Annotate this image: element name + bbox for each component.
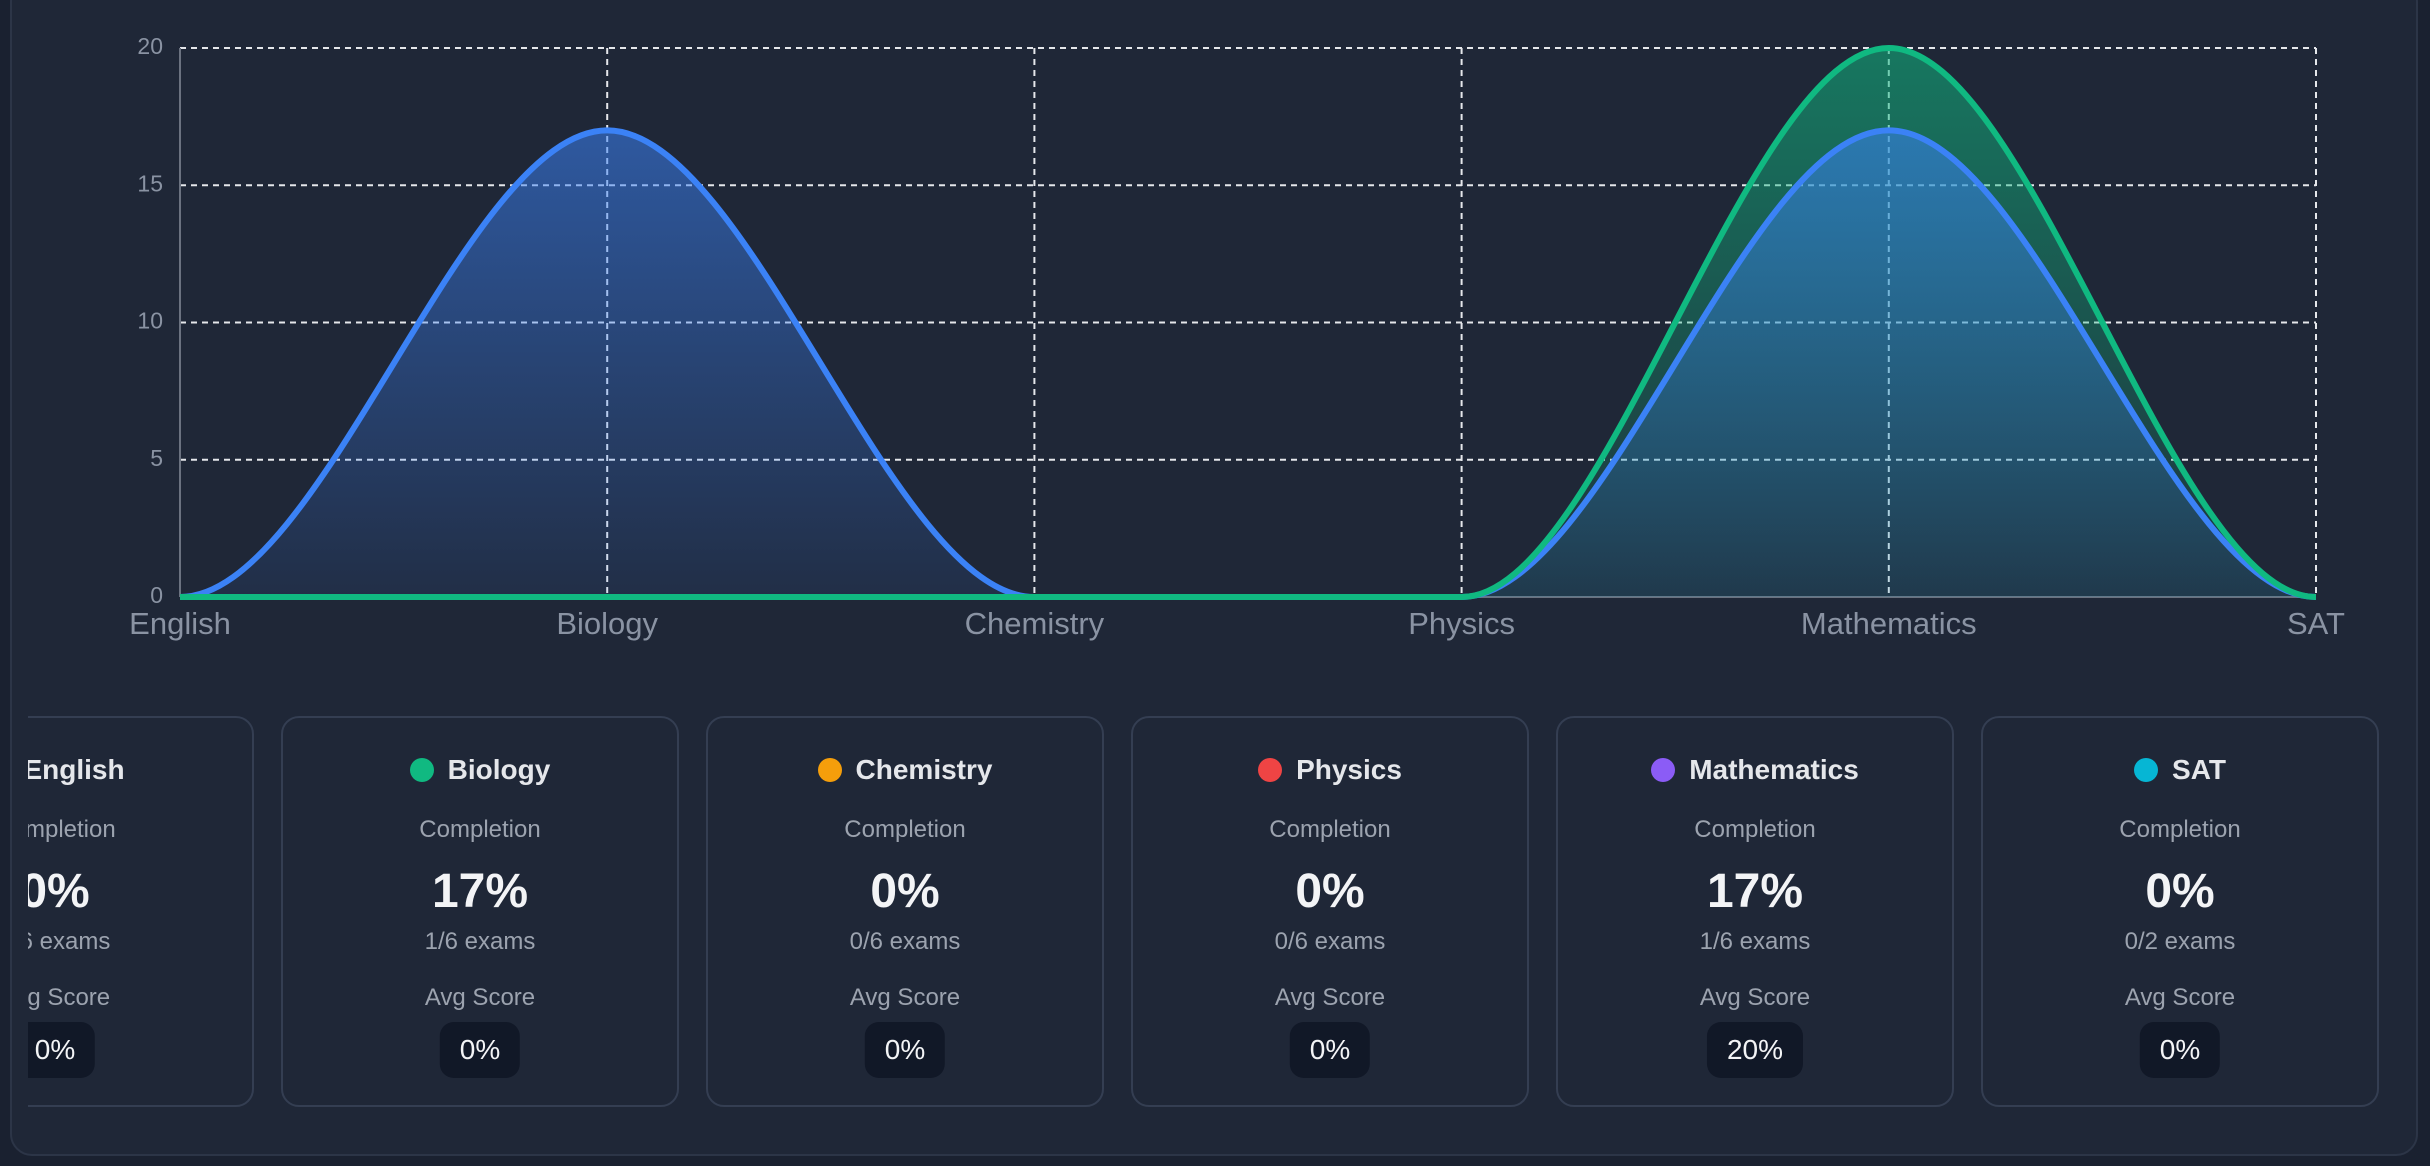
completion-label: Completion [419,816,541,843]
card-title: Chemistry [708,754,1102,786]
subject-card: Physics Completion 0% 0/6 exams Avg Score 0% [1131,716,1529,1107]
y-tick-label: 0 [150,582,163,608]
subject-card: Chemistry Completion 0% 0/6 exams Avg Score 0… [706,716,1104,1107]
card-title: SAT [1983,754,2377,786]
card-title: Physics [1133,754,1527,786]
completion-label: Completion [28,816,116,843]
x-tick-label: SAT [2287,606,2345,641]
score-label: Avg Score [2124,984,2236,1011]
exam-count: 0/2 exams [2124,928,2236,955]
exam-count: 0/6 exams [849,928,961,955]
subject-card: Mathematics Completion 17% 1/6 exams Avg Sco… [1556,716,1954,1107]
x-tick-label: Mathematics [1801,606,1977,641]
color-dot [1258,758,1283,782]
color-dot [409,758,434,782]
completion-label: Completion [844,816,966,843]
exam-count: 0/6 exams [28,928,111,955]
x-tick-label: English [129,606,231,641]
subject-card: English Completion 0% 0/6 exams Avg Score 0% [28,716,254,1107]
score-badge: 0% [864,1022,946,1078]
card-title: Mathematics [1558,754,1952,786]
completion-label: Completion [2119,816,2241,843]
completion-value: 0% [1295,865,1365,918]
y-tick-label: 10 [137,308,163,334]
exam-count: 1/6 exams [1699,928,1811,955]
area-fill [180,130,2316,597]
subject-card: Biology Completion 17% 1/6 exams Avg Score 0% [281,716,679,1107]
completion-value: 0% [870,865,940,918]
score-badge: 0% [28,1022,96,1078]
score-label: Avg Score [424,984,536,1011]
subject-card: SAT Completion 0% 0/2 exams Avg Score 0% [1981,716,2379,1107]
score-label: Avg Score [28,984,111,1011]
x-tick-label: Physics [1408,606,1515,641]
y-tick-label: 5 [150,445,163,471]
line [179,44,2317,601]
subject-name: Chemistry [855,754,993,785]
exam-count: 0/6 exams [1274,928,1386,955]
score-badge: 20% [1706,1022,1804,1078]
color-dot [817,758,842,782]
subject-name: Physics [1296,754,1402,785]
subject-name: English [28,754,125,785]
completion-value: 17% [1706,865,1804,918]
subject-name: SAT [2172,754,2226,785]
chart: 0 5 10 15 20 English Biology Chemistry Physics Ma… [129,33,2345,641]
subject-name: Biology [447,754,551,785]
subject-name: Mathematics [1689,754,1859,785]
color-dot [1651,758,1676,782]
score-badge: 0% [439,1022,521,1078]
x-tick-label: Biology [556,606,658,641]
score-label: Avg Score [1699,984,1811,1011]
score-badge: 0% [1289,1022,1371,1078]
x-tick-label: Chemistry [965,606,1105,641]
completion-label: Completion [1694,816,1816,843]
completion-value: 0% [28,865,90,918]
completion-label: Completion [1269,816,1391,843]
exam-count: 1/6 exams [424,928,536,955]
score-label: Avg Score [849,984,961,1011]
card-title: Biology [283,754,677,786]
score-badge: 0% [2139,1022,2221,1078]
score-label: Avg Score [1274,984,1386,1011]
y-tick-label: 20 [137,33,163,59]
completion-value: 0% [2145,865,2215,918]
y-tick-label: 15 [137,170,163,196]
completion-value: 17% [431,865,529,918]
color-dot [2134,758,2159,782]
card-title: English [28,754,252,786]
